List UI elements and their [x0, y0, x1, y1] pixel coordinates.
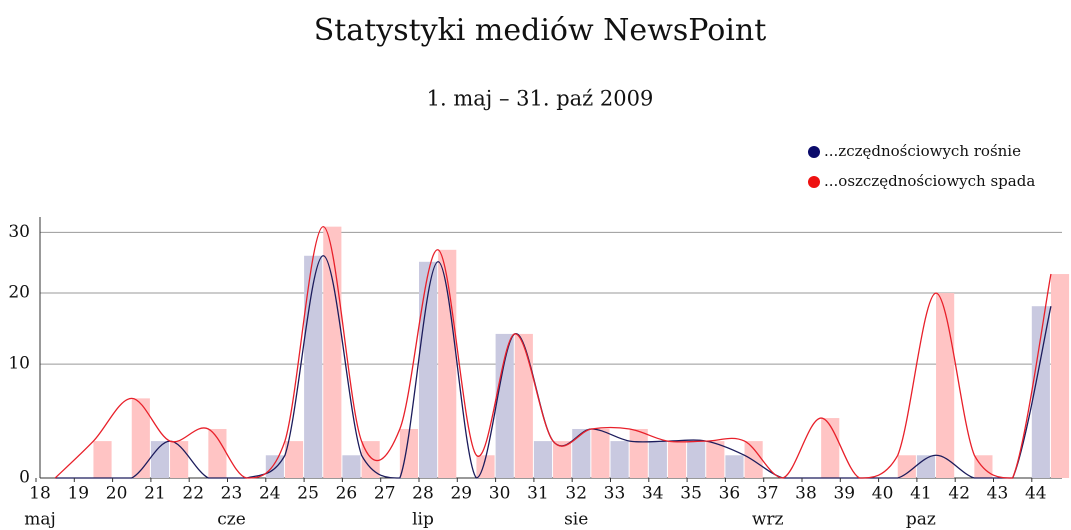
legend-label: ...zczędnościowych rośnie: [824, 142, 1021, 160]
bar: [936, 293, 955, 478]
bar: [667, 441, 687, 478]
bar: [553, 441, 572, 478]
x-tick-label: 27: [374, 484, 396, 504]
trend-line: [54, 225, 1052, 479]
month-label: lip: [412, 510, 434, 530]
bar: [495, 333, 514, 478]
x-tick-label: 41: [910, 484, 932, 504]
x-tick-label: 26: [336, 484, 358, 504]
x-tick-label: 22: [182, 484, 204, 504]
bar: [648, 441, 667, 478]
bar: [131, 398, 150, 478]
legend-marker: [808, 176, 820, 188]
bar: [1031, 306, 1050, 478]
bar: [572, 428, 591, 478]
x-tick-label: 35: [680, 484, 702, 504]
x-tick-label: 32: [565, 484, 587, 504]
month-label: wrz: [752, 510, 784, 530]
x-tick-label: 31: [527, 484, 549, 504]
bar: [821, 418, 840, 478]
x-tick-label: 42: [948, 484, 970, 504]
bar: [1050, 274, 1070, 478]
x-tick-label: 20: [106, 484, 128, 504]
bar: [342, 455, 361, 478]
bar: [170, 441, 189, 478]
y-tick-label: 20: [8, 283, 30, 303]
bar: [265, 455, 284, 478]
x-tick-label: 37: [757, 484, 779, 504]
bar: [399, 428, 418, 478]
month-label: paz: [906, 510, 936, 530]
legend-label: ...oszczędnościowych spada: [824, 172, 1035, 190]
month-label: cze: [217, 510, 246, 530]
bar: [323, 226, 342, 478]
y-tick-label: 30: [8, 222, 30, 242]
bar: [687, 441, 706, 478]
bar: [150, 441, 170, 478]
bar: [591, 428, 610, 478]
bar: [725, 455, 744, 478]
y-tick-label: 10: [8, 354, 30, 374]
month-label: sie: [564, 510, 588, 530]
x-tick-label: 40: [872, 484, 894, 504]
bar: [897, 455, 916, 478]
bar: [419, 261, 438, 478]
x-tick-label: 44: [1025, 484, 1047, 504]
chart-title: Statystyki mediów NewsPoint: [314, 13, 767, 48]
bar: [514, 333, 533, 478]
x-tick-label: 43: [987, 484, 1009, 504]
bar: [706, 441, 725, 478]
bar: [208, 428, 227, 478]
x-tick-label: 21: [144, 484, 166, 504]
x-tick-label: 39: [833, 484, 855, 504]
month-label: maj: [24, 510, 56, 530]
y-tick-label: 0: [19, 468, 30, 488]
bar: [304, 255, 323, 478]
bar: [284, 441, 304, 478]
x-tick-label: 30: [489, 484, 511, 504]
x-tick-label: 23: [221, 484, 243, 504]
legend-marker: [808, 146, 820, 158]
x-tick-label: 33: [604, 484, 626, 504]
x-tick-label: 28: [412, 484, 434, 504]
bar: [533, 441, 553, 478]
x-tick-label: 19: [67, 484, 89, 504]
bar: [610, 441, 629, 478]
x-tick-label: 38: [795, 484, 817, 504]
chart-subtitle: 1. maj – 31. paź 2009: [427, 87, 654, 111]
x-tick-label: 36: [719, 484, 741, 504]
bar: [438, 249, 457, 478]
bar: [93, 441, 112, 478]
bar: [744, 441, 763, 478]
x-tick-label: 25: [297, 484, 319, 504]
x-tick-label: 18: [29, 484, 51, 504]
x-tick-label: 29: [450, 484, 472, 504]
bar: [629, 428, 648, 478]
x-tick-label: 34: [642, 484, 664, 504]
x-tick-label: 24: [259, 484, 281, 504]
